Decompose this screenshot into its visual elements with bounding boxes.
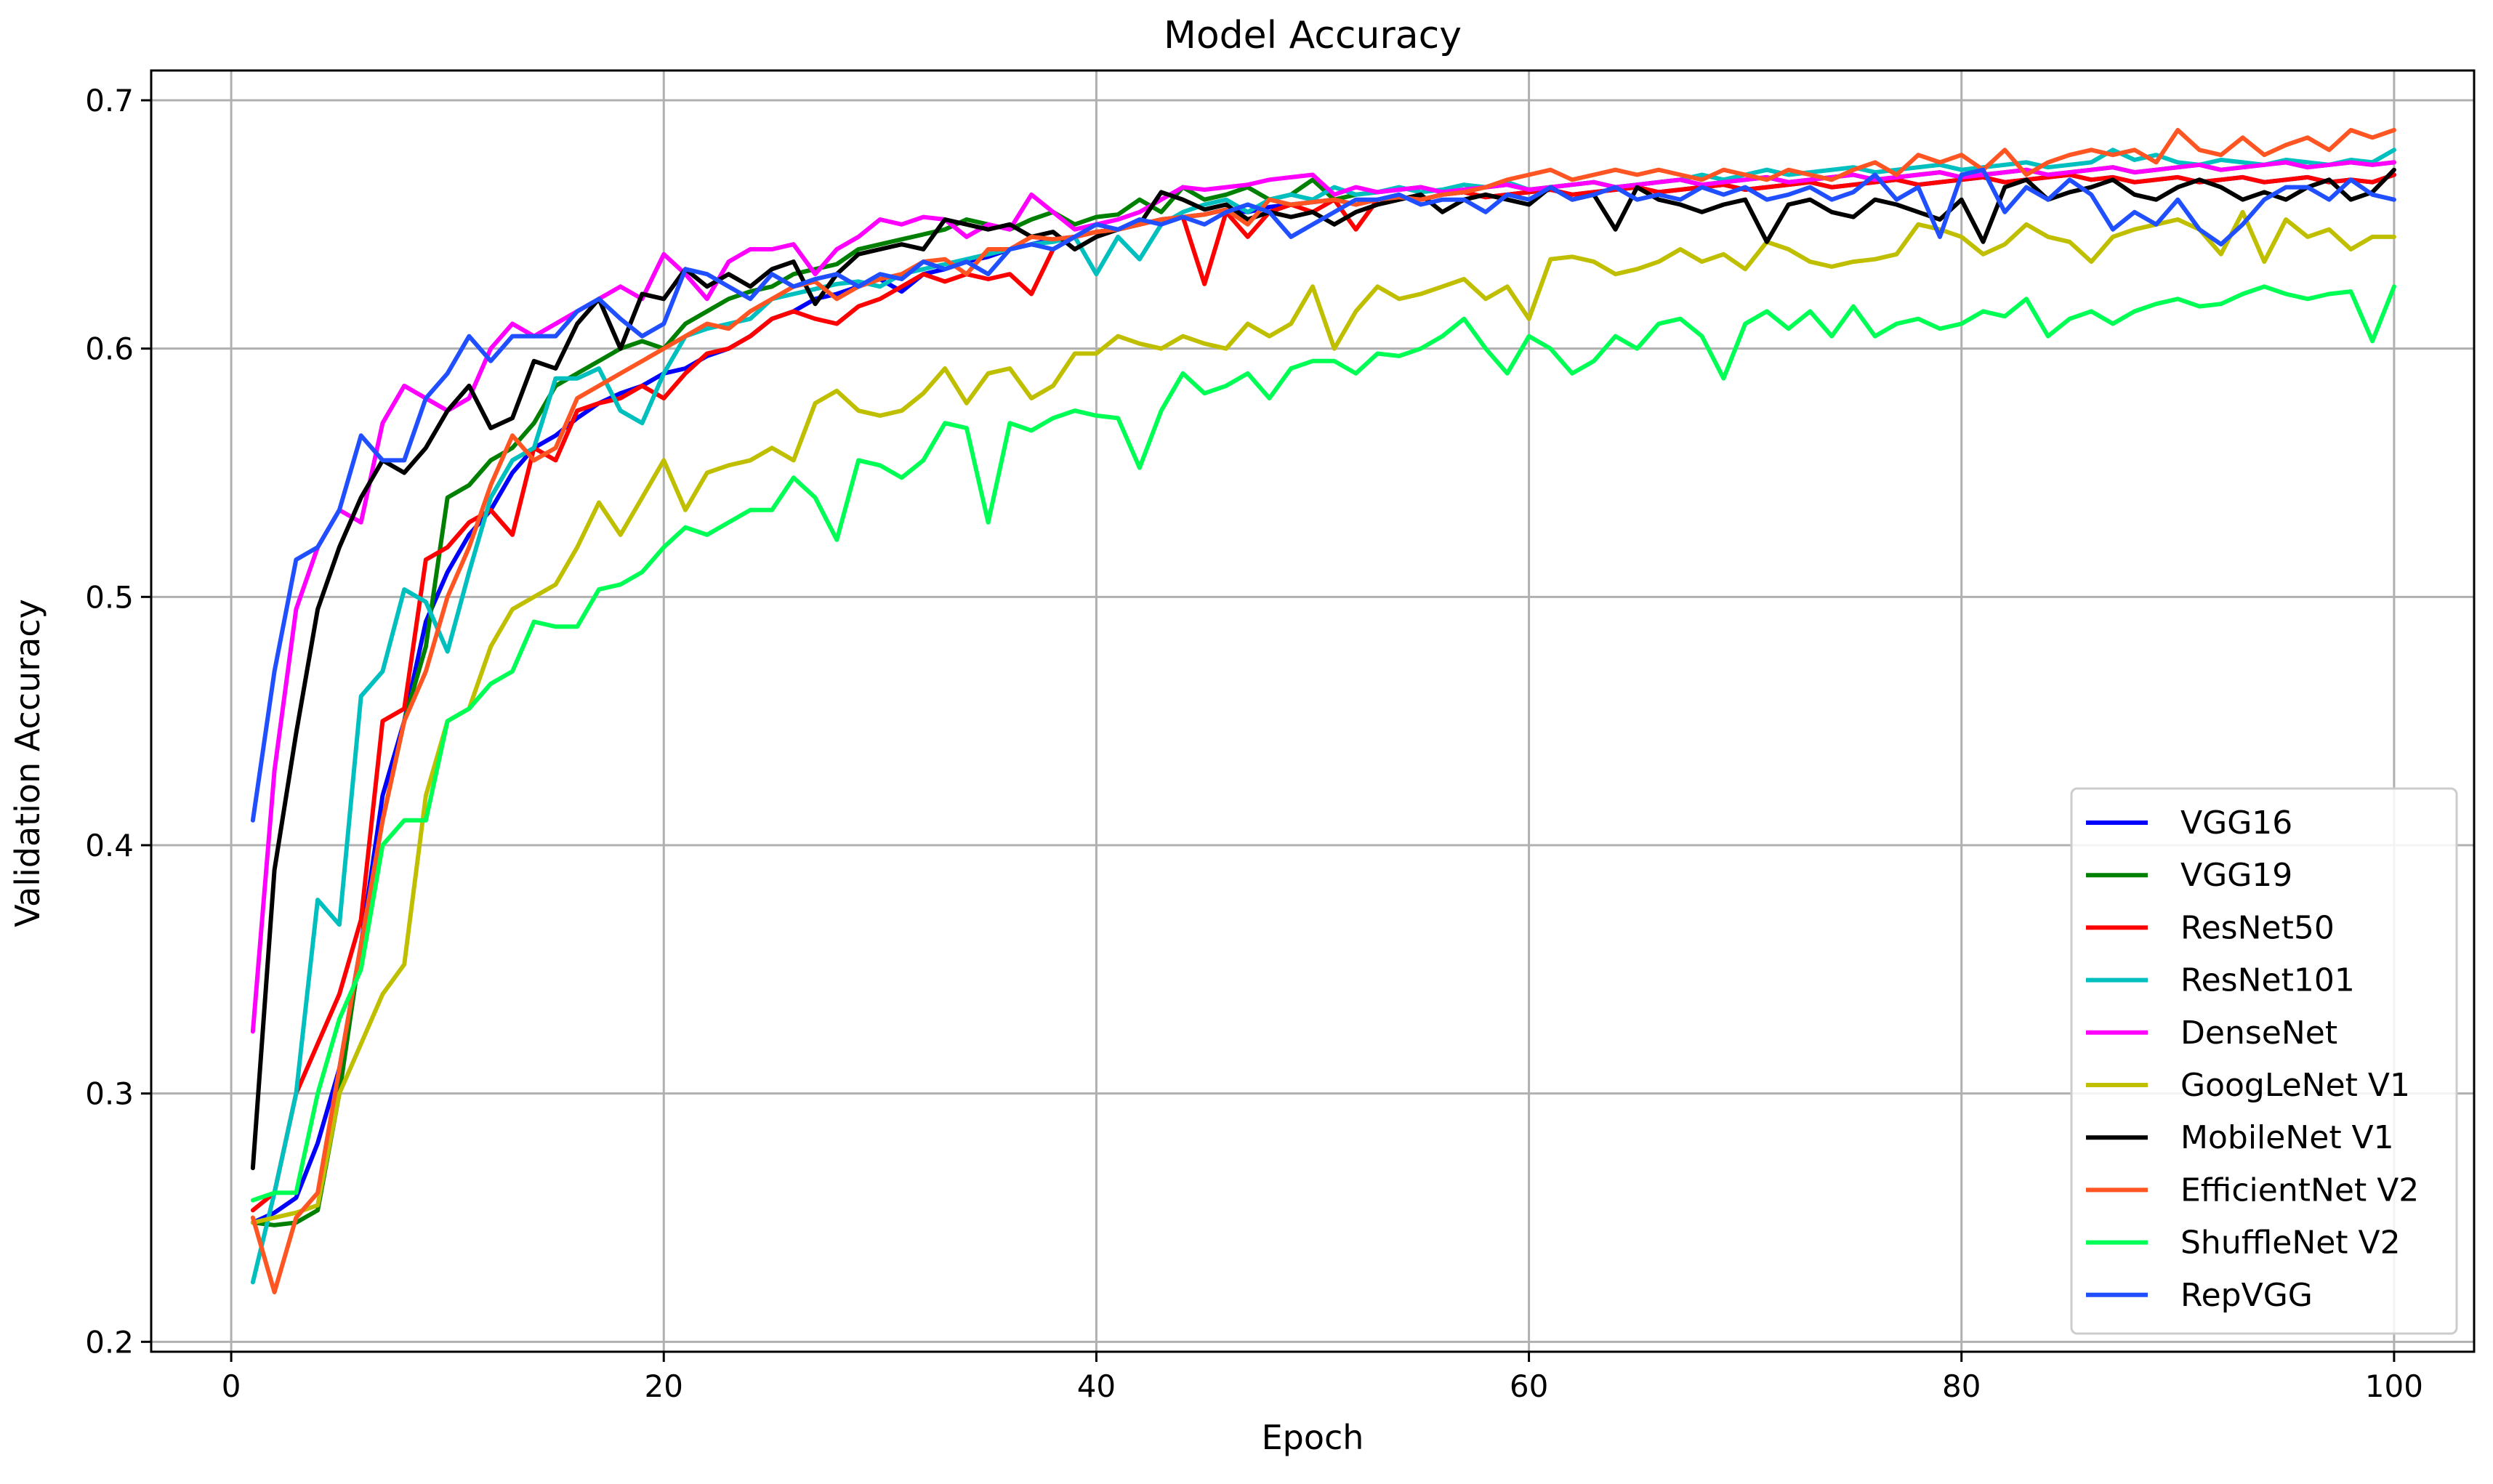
series-layer: [250, 128, 2396, 1294]
y-tick-label: 0.7: [85, 83, 134, 118]
x-tick-label: 0: [222, 1368, 241, 1404]
x-tick-label: 80: [1942, 1368, 1981, 1404]
series-line-resnet50: [250, 172, 2396, 1213]
legend-frame: [2070, 787, 2458, 1335]
tick-layer: 0 20 40 60 80 100 0.2 0.3 0.4 0.5 0.6 0.7: [85, 83, 2423, 1404]
legend: VGG16 VGG19 ResNet50 ResNet101 DenseNet GoogL…: [2070, 787, 2458, 1335]
legend-label-mobilenet-v1: MobileNet V1: [2180, 1119, 2394, 1156]
series-line-shufflenet-v2: [250, 284, 2396, 1203]
y-tick-label: 0.5: [85, 579, 134, 615]
legend-label-vgg19: VGG19: [2180, 857, 2292, 894]
legend-label-shufflenet-v2: ShuffleNet V2: [2180, 1225, 2401, 1262]
x-tick-label: 100: [2365, 1368, 2423, 1404]
series-line-googlenet-v1: [250, 209, 2396, 1225]
plot-frame: [150, 69, 2476, 1353]
x-tick-label: 20: [645, 1368, 683, 1404]
y-axis-label: Validation Accuracy: [8, 599, 47, 927]
y-tick-label: 0.2: [85, 1324, 134, 1360]
x-axis-label: Epoch: [1262, 1418, 1364, 1457]
legend-label-googlenet-v1: GoogLeNet V1: [2180, 1067, 2410, 1104]
legend-label-vgg16: VGG16: [2180, 804, 2292, 842]
legend-label-repvgg: RepVGG: [2180, 1277, 2313, 1314]
series-line-densenet: [250, 160, 2396, 1034]
series-line-efficientnet-v2: [250, 128, 2396, 1294]
legend-label-densenet: DenseNet: [2180, 1015, 2337, 1052]
series-line-resnet101: [250, 148, 2396, 1285]
y-tick-label: 0.3: [85, 1076, 134, 1112]
x-tick-label: 60: [1510, 1368, 1548, 1404]
x-tick-label: 40: [1077, 1368, 1116, 1404]
legend-label-resnet50: ResNet50: [2180, 909, 2335, 946]
legend-label-resnet101: ResNet101: [2180, 962, 2355, 999]
grid-layer: [151, 70, 2474, 1352]
y-tick-label: 0.6: [85, 331, 134, 367]
y-tick-label: 0.4: [85, 828, 134, 863]
chart-title: Model Accuracy: [1164, 14, 1462, 57]
legend-label-efficientnet-v2: EfficientNet V2: [2180, 1172, 2419, 1209]
series-line-repvgg: [250, 167, 2396, 823]
